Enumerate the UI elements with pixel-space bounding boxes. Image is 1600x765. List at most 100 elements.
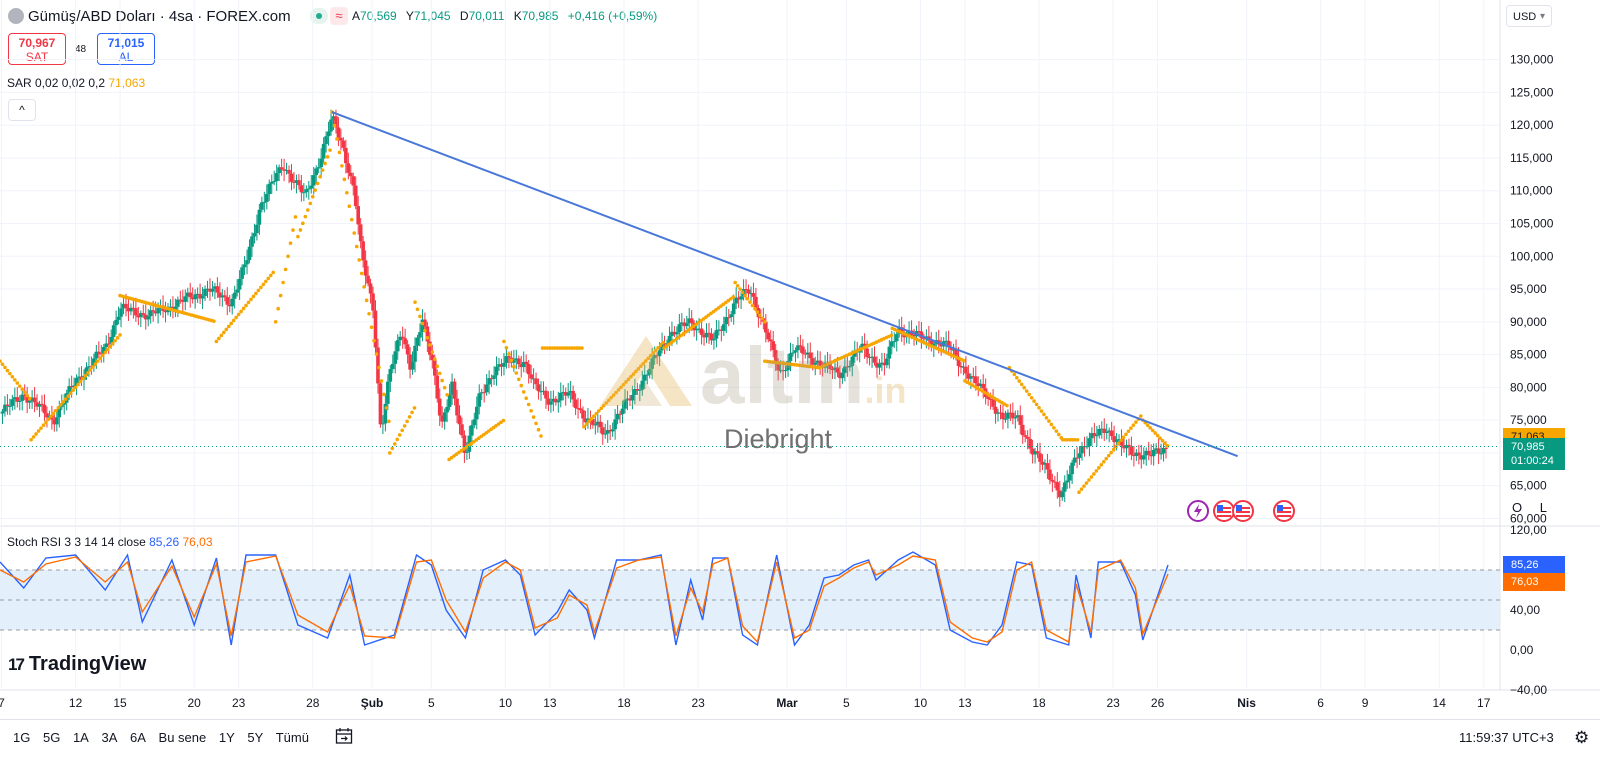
stoch-d-line[interactable] (0, 555, 1169, 644)
candle-body[interactable] (274, 173, 279, 182)
candle-body[interactable] (235, 289, 239, 293)
candle-body[interactable] (969, 376, 973, 379)
candle-body[interactable] (1095, 435, 1099, 437)
candle-body[interactable] (598, 421, 603, 428)
candle-body[interactable] (67, 386, 71, 394)
candle-body[interactable] (504, 356, 509, 364)
candle-body[interactable] (134, 308, 138, 316)
candle-body[interactable] (689, 318, 694, 324)
candle-body[interactable] (1011, 412, 1015, 419)
candle-body[interactable] (423, 319, 427, 327)
candle-body[interactable] (620, 408, 625, 415)
candle-body[interactable] (447, 394, 452, 407)
candle-body[interactable] (420, 319, 425, 333)
candle-body[interactable] (205, 288, 210, 290)
candle-body[interactable] (30, 397, 34, 401)
candle-body[interactable] (255, 224, 259, 234)
candle-body[interactable] (1117, 439, 1121, 441)
candle-body[interactable] (299, 185, 304, 193)
us-flag-event-icon[interactable] (1213, 500, 1235, 522)
candle-body[interactable] (860, 343, 864, 350)
candle-body[interactable] (978, 383, 983, 387)
candle-body[interactable] (418, 332, 422, 338)
candle-body[interactable] (287, 169, 291, 174)
candle-body[interactable] (339, 137, 343, 141)
wave-icon[interactable]: ≈ (330, 7, 348, 25)
candle-body[interactable] (440, 415, 444, 422)
candle-body[interactable] (865, 348, 869, 358)
candle-body[interactable] (640, 380, 645, 390)
buy-button[interactable]: 71,015 AL (97, 33, 155, 65)
candle-body[interactable] (1144, 450, 1149, 456)
candle-body[interactable] (973, 376, 978, 384)
candle-body[interactable] (670, 331, 674, 336)
candle-body[interactable] (638, 389, 642, 391)
collapse-legend-button[interactable]: ^ (8, 99, 36, 121)
candle-body[interactable] (662, 343, 667, 345)
candle-body[interactable] (922, 338, 926, 340)
candle-body[interactable] (1087, 438, 1092, 447)
candle-body[interactable] (348, 172, 353, 177)
candle-body[interactable] (1112, 436, 1116, 443)
candle-body[interactable] (546, 398, 551, 405)
range-6m-button[interactable]: 6A (130, 730, 146, 745)
candle-body[interactable] (163, 310, 168, 313)
candle-body[interactable] (1114, 439, 1119, 443)
candle-body[interactable] (1057, 490, 1062, 498)
candle-body[interactable] (578, 408, 583, 411)
candle-body[interactable] (608, 430, 612, 432)
candle-body[interactable] (442, 412, 447, 422)
candle-body[interactable] (52, 419, 57, 425)
candle-body[interactable] (304, 189, 309, 193)
candle-body[interactable] (252, 233, 257, 237)
candle-body[interactable] (1003, 418, 1008, 420)
candle-body[interactable] (815, 360, 820, 363)
candle-body[interactable] (655, 355, 659, 357)
candle-body[interactable] (1006, 412, 1010, 419)
candle-body[interactable] (250, 236, 254, 247)
candle-body[interactable] (581, 410, 585, 419)
candle-body[interactable] (84, 367, 89, 376)
candle-body[interactable] (376, 347, 380, 384)
candle-body[interactable] (139, 313, 143, 318)
candle-body[interactable] (628, 398, 632, 401)
candle-body[interactable] (484, 384, 489, 393)
candle-body[interactable] (279, 167, 284, 170)
candle-body[interactable] (1070, 462, 1074, 475)
candle-body[interactable] (455, 398, 459, 416)
candle-body[interactable] (445, 406, 449, 413)
candle-body[interactable] (55, 417, 59, 425)
candle-body[interactable] (215, 286, 220, 293)
candle-body[interactable] (880, 362, 884, 365)
candle-body[interactable] (388, 369, 393, 382)
candle-body[interactable] (1048, 469, 1052, 480)
candle-body[interactable] (37, 403, 42, 407)
candle-body[interactable] (801, 346, 805, 354)
candle-body[interactable] (242, 264, 247, 268)
candle-body[interactable] (746, 289, 751, 294)
candle-body[interactable] (808, 352, 813, 359)
candle-body[interactable] (430, 354, 435, 361)
candle-body[interactable] (929, 340, 934, 347)
candle-body[interactable] (87, 366, 91, 368)
candle-body[interactable] (766, 332, 771, 340)
candle-body[interactable] (791, 352, 795, 354)
range-5y-button[interactable]: 5Y (247, 730, 264, 745)
candle-body[interactable] (1030, 448, 1035, 455)
candle-body[interactable] (183, 296, 188, 302)
candle-body[interactable] (284, 169, 289, 171)
candle-body[interactable] (361, 241, 365, 261)
candle-body[interactable] (840, 372, 845, 379)
candle-body[interactable] (818, 360, 822, 366)
candle-body[interactable] (771, 341, 776, 351)
candle-body[interactable] (457, 415, 462, 425)
candle-body[interactable] (1001, 412, 1005, 420)
candle-body[interactable] (156, 308, 160, 314)
candle-body[interactable] (398, 336, 402, 341)
candle-body[interactable] (502, 363, 506, 367)
candle-body[interactable] (850, 356, 855, 366)
candle-body[interactable] (294, 180, 299, 183)
candle-body[interactable] (1107, 430, 1111, 432)
candle-body[interactable] (754, 296, 758, 308)
candle-body[interactable] (247, 246, 252, 261)
